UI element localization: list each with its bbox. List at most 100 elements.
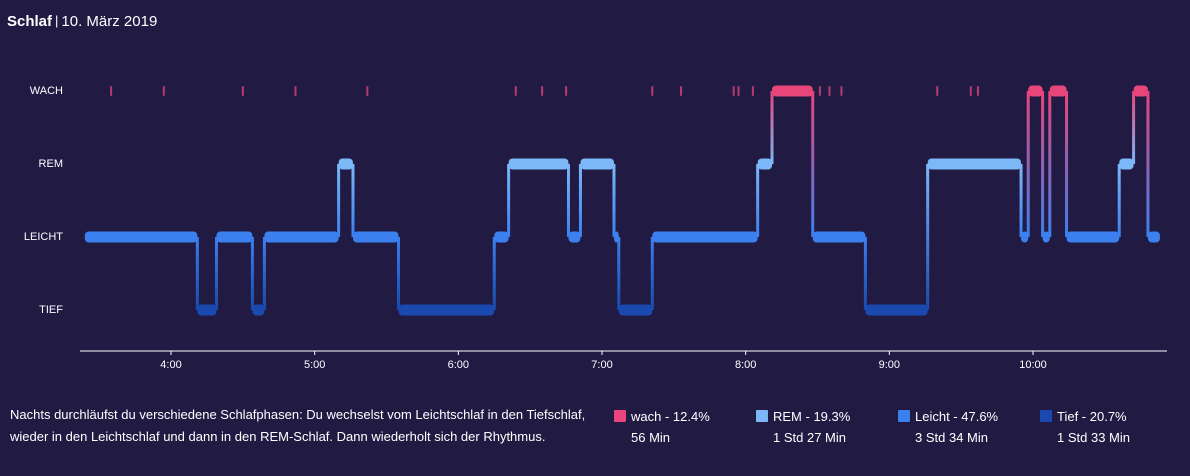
stage-transition [926, 164, 930, 310]
segment-wach [772, 85, 813, 97]
y-label-tief: TIEF [39, 304, 63, 316]
segment-rem [338, 158, 353, 170]
stage-transition [1041, 91, 1045, 237]
legend-label-rem: REM - 19.3% [773, 409, 851, 424]
segment-tief [252, 304, 265, 316]
stage-transition [612, 164, 616, 237]
stage-transition [1048, 91, 1052, 237]
segment-wach [1028, 85, 1043, 97]
wake-marker [936, 86, 939, 96]
legend-label-tief: Tief - 20.7% [1057, 409, 1127, 424]
wake-marker [840, 86, 843, 96]
x-tick-label: 6:00 [448, 359, 469, 371]
legend-duration-wach: 56 Min [631, 430, 671, 445]
x-tick-label: 5:00 [304, 359, 325, 371]
stage-transition [214, 237, 218, 310]
x-tick-label: 8:00 [735, 359, 756, 371]
stage-transition [811, 91, 815, 237]
wake-marker [651, 86, 654, 96]
wake-marker [541, 86, 544, 96]
segment-leicht [264, 231, 339, 243]
segment-rem [580, 158, 614, 170]
x-tick-label: 4:00 [160, 359, 181, 371]
stage-transition [1026, 91, 1030, 237]
segment-rem [757, 158, 773, 170]
segment-tief [398, 304, 495, 316]
stage-transition [195, 237, 199, 310]
description-text: Nachts durchläufst du verschiedene Schla… [10, 407, 586, 444]
segment-leicht [1147, 231, 1160, 243]
stage-transition [770, 91, 774, 164]
stage-transition [617, 237, 621, 310]
stage-transition [650, 237, 654, 310]
legend-label-leicht: Leicht - 47.6% [915, 409, 999, 424]
segment-leicht [216, 231, 253, 243]
segment-leicht [613, 231, 619, 243]
stage-transition [250, 237, 254, 310]
y-label-wach: WACH [30, 85, 63, 97]
wake-marker [110, 86, 113, 96]
legend-duration-leicht: 3 Std 34 Min [915, 430, 988, 445]
stage-transition [262, 237, 266, 310]
stage-transition [863, 237, 867, 310]
segment-leicht [652, 231, 758, 243]
segment-leicht [568, 231, 581, 243]
stage-transition [1146, 91, 1150, 237]
legend-duration-tief: 1 Std 33 Min [1057, 430, 1130, 445]
wake-marker [241, 86, 244, 96]
segment-leicht [1066, 231, 1120, 243]
stage-transition [1132, 91, 1136, 164]
segment-tief [197, 304, 217, 316]
stage-transition [507, 164, 511, 237]
stage-transition [756, 164, 760, 237]
wake-marker [828, 86, 831, 96]
title-separator: | [55, 13, 59, 28]
wake-marker [737, 86, 740, 96]
segment-rem [508, 158, 569, 170]
x-tick-label: 7:00 [591, 359, 612, 371]
stage-transition [566, 164, 570, 237]
x-tick-label: 10:00 [1019, 359, 1047, 371]
segment-wach [1133, 85, 1148, 97]
segment-tief [618, 304, 653, 316]
wake-marker [366, 86, 369, 96]
segment-tief [865, 304, 928, 316]
wake-marker [514, 86, 517, 96]
title-text: Schlaf [7, 13, 53, 30]
y-label-leicht: LEICHT [24, 231, 63, 243]
wake-marker [732, 86, 735, 96]
legend-swatch-wach [614, 410, 626, 422]
segment-rem [927, 158, 1022, 170]
segment-leicht [1021, 231, 1029, 243]
segment-rem [1119, 158, 1134, 170]
legend-duration-rem: 1 Std 27 Min [773, 430, 846, 445]
legend-swatch-leicht [898, 410, 910, 422]
sleep-stage-chart: WACH REM LEICHT TIEF 4:00 5:00 6:00 7:00 8:00 9:… [24, 85, 1167, 371]
wake-marker [294, 86, 297, 96]
wake-marker [818, 86, 821, 96]
wake-marker [976, 86, 979, 96]
stage-transition [578, 164, 582, 237]
page-title: Schlaf | 10. März 2019 [7, 13, 157, 30]
stage-transition [351, 164, 355, 237]
segment-leicht [84, 231, 198, 243]
segment-leicht [352, 231, 399, 243]
stage-transition [1117, 164, 1121, 237]
wake-marker [969, 86, 972, 96]
y-label-rem: REM [39, 158, 63, 170]
stage-transition [1065, 91, 1069, 237]
legend-label-wach: wach - 12.4% [631, 409, 710, 424]
stage-transition [1019, 164, 1023, 237]
segment-leicht [494, 231, 509, 243]
wake-marker [565, 86, 568, 96]
wake-marker [751, 86, 754, 96]
wake-marker [162, 86, 165, 96]
legend-swatch-rem [756, 410, 768, 422]
legend-swatch-tief [1040, 410, 1052, 422]
segment-wach [1049, 85, 1067, 97]
wake-marker [680, 86, 683, 96]
segment-leicht [812, 231, 866, 243]
stage-transition [492, 237, 496, 310]
stage-transition [337, 164, 341, 237]
date-text: 10. März 2019 [61, 13, 158, 30]
